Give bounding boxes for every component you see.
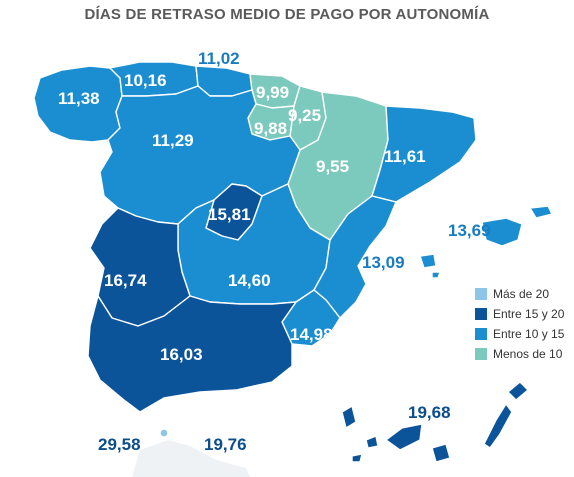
region-ceuta[interactable]	[159, 428, 169, 438]
region-baleares-menorca[interactable]	[529, 205, 553, 219]
legend-label: Entre 15 y 20	[493, 307, 565, 321]
label-aragon: 9,55	[316, 157, 349, 176]
label-la-rioja: 9,88	[254, 119, 287, 138]
label-extremadura: 16,74	[104, 271, 147, 290]
region-canarias-la-gomera[interactable]	[365, 435, 379, 449]
label-canarias: 19,68	[408, 403, 451, 422]
region-canarias-lanzarote[interactable]	[507, 381, 529, 401]
label-baleares: 13,69	[448, 221, 491, 240]
region-baleares-formentera[interactable]	[431, 271, 441, 279]
legend: Más de 20 Entre 15 y 20 Entre 10 y 15 Me…	[475, 284, 564, 364]
legend-item-mas-de-20: Más de 20	[475, 284, 564, 304]
label-cantabria: 11,02	[198, 49, 240, 68]
label-galicia: 11,38	[58, 89, 100, 108]
north-africa-coast	[132, 440, 250, 477]
legend-label: Entre 10 y 15	[493, 327, 565, 341]
region-andalucia[interactable]	[87, 295, 297, 413]
label-cataluna: 11,61	[384, 147, 426, 166]
region-canarias-la-palma[interactable]	[341, 405, 357, 429]
label-valencia: 13,09	[362, 253, 405, 272]
legend-item-entre-15-y-20: Entre 15 y 20	[475, 304, 564, 324]
label-melilla: 19,76	[204, 435, 247, 454]
label-navarra: 9,25	[288, 106, 321, 125]
region-cataluna[interactable]	[371, 105, 477, 203]
legend-label: Menos de 10	[493, 347, 563, 361]
label-andalucia: 16,03	[160, 345, 203, 364]
label-madrid: 15,81	[208, 205, 251, 224]
region-canarias-tenerife[interactable]	[385, 423, 423, 451]
region-canarias-el-hierro[interactable]	[351, 453, 363, 463]
legend-item-menos-de-10: Menos de 10	[475, 344, 564, 364]
legend-label: Más de 20	[493, 287, 550, 301]
label-pais-vasco: 9,99	[256, 83, 289, 102]
label-castilla-leon: 11,29	[152, 131, 194, 150]
legend-item-entre-10-y-15: Entre 10 y 15	[475, 324, 564, 344]
legend-swatch	[475, 328, 487, 340]
region-baleares-ibiza[interactable]	[419, 253, 437, 269]
legend-swatch	[475, 288, 487, 300]
legend-swatch	[475, 348, 487, 360]
label-ceuta: 29,58	[98, 435, 141, 454]
label-murcia: 14,98	[290, 325, 333, 344]
legend-swatch	[475, 308, 487, 320]
map-title: DÍAS DE RETRASO MEDIO DE PAGO POR AUTONO…	[84, 6, 490, 23]
label-castilla-la-mancha: 14,60	[228, 271, 271, 290]
region-valencia[interactable]	[313, 195, 397, 319]
region-canarias-gran-canaria[interactable]	[431, 443, 451, 463]
region-canarias-fuerteventura[interactable]	[483, 403, 513, 449]
label-asturias: 10,16	[124, 71, 167, 90]
region-baleares[interactable]	[481, 217, 523, 247]
